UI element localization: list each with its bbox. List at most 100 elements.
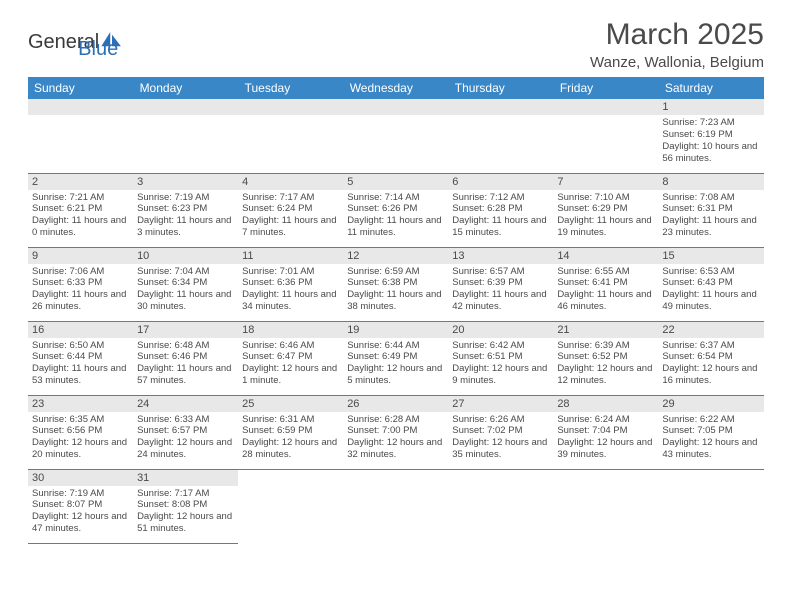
daylight-text: Daylight: 11 hours and 46 minutes. [557,289,654,313]
sunrise-text: Sunrise: 7:17 AM [137,488,234,500]
day-details: Sunrise: 6:28 AMSunset: 7:00 PMDaylight:… [343,412,448,466]
header: General Blue March 2025 Wanze, Wallonia,… [28,18,764,71]
calendar-head: SundayMondayTuesdayWednesdayThursdayFrid… [28,77,764,99]
day-number: 29 [658,396,763,412]
daylight-text: Daylight: 12 hours and 5 minutes. [347,363,444,387]
daylight-text: Daylight: 12 hours and 28 minutes. [242,437,339,461]
daylight-text: Daylight: 11 hours and 26 minutes. [32,289,129,313]
day-number: 15 [658,248,763,264]
logo: General Blue [28,24,118,61]
calendar-cell: 23Sunrise: 6:35 AMSunset: 6:56 PMDayligh… [28,395,133,469]
calendar-cell: 15Sunrise: 6:53 AMSunset: 6:43 PMDayligh… [658,247,763,321]
sunrise-text: Sunrise: 6:26 AM [452,414,549,426]
calendar-cell: 3Sunrise: 7:19 AMSunset: 6:23 PMDaylight… [133,173,238,247]
calendar-cell: 21Sunrise: 6:39 AMSunset: 6:52 PMDayligh… [553,321,658,395]
sunrise-text: Sunrise: 6:44 AM [347,340,444,352]
sunset-text: Sunset: 6:31 PM [662,203,759,215]
calendar-cell: 22Sunrise: 6:37 AMSunset: 6:54 PMDayligh… [658,321,763,395]
day-number [28,99,133,115]
day-number [343,99,448,115]
calendar-page: General Blue March 2025 Wanze, Wallonia,… [0,0,792,554]
day-number: 10 [133,248,238,264]
calendar-cell [133,99,238,173]
day-details: Sunrise: 6:57 AMSunset: 6:39 PMDaylight:… [448,264,553,318]
daylight-text: Daylight: 11 hours and 19 minutes. [557,215,654,239]
calendar-row: 23Sunrise: 6:35 AMSunset: 6:56 PMDayligh… [28,395,764,469]
day-details: Sunrise: 6:44 AMSunset: 6:49 PMDaylight:… [343,338,448,392]
sunrise-text: Sunrise: 6:55 AM [557,266,654,278]
day-number: 21 [553,322,658,338]
day-number: 25 [238,396,343,412]
calendar-cell: 1Sunrise: 7:23 AMSunset: 6:19 PMDaylight… [658,99,763,173]
calendar-cell: 7Sunrise: 7:10 AMSunset: 6:29 PMDaylight… [553,173,658,247]
sunrise-text: Sunrise: 6:37 AM [662,340,759,352]
sunrise-text: Sunrise: 7:19 AM [32,488,129,500]
day-details: Sunrise: 6:50 AMSunset: 6:44 PMDaylight:… [28,338,133,392]
calendar-cell: 9Sunrise: 7:06 AMSunset: 6:33 PMDaylight… [28,247,133,321]
calendar-cell: 2Sunrise: 7:21 AMSunset: 6:21 PMDaylight… [28,173,133,247]
sunset-text: Sunset: 6:41 PM [557,277,654,289]
day-details: Sunrise: 7:17 AMSunset: 6:24 PMDaylight:… [238,190,343,244]
daylight-text: Daylight: 12 hours and 43 minutes. [662,437,759,461]
location: Wanze, Wallonia, Belgium [590,54,764,71]
calendar-cell [553,469,658,543]
calendar-cell: 12Sunrise: 6:59 AMSunset: 6:38 PMDayligh… [343,247,448,321]
day-number: 13 [448,248,553,264]
calendar-cell: 10Sunrise: 7:04 AMSunset: 6:34 PMDayligh… [133,247,238,321]
daylight-text: Daylight: 11 hours and 3 minutes. [137,215,234,239]
sunrise-text: Sunrise: 6:42 AM [452,340,549,352]
sunset-text: Sunset: 6:59 PM [242,425,339,437]
daylight-text: Daylight: 11 hours and 7 minutes. [242,215,339,239]
calendar-cell: 20Sunrise: 6:42 AMSunset: 6:51 PMDayligh… [448,321,553,395]
sunrise-text: Sunrise: 6:35 AM [32,414,129,426]
sunrise-text: Sunrise: 6:22 AM [662,414,759,426]
sunrise-text: Sunrise: 6:48 AM [137,340,234,352]
sunrise-text: Sunrise: 6:53 AM [662,266,759,278]
day-number: 28 [553,396,658,412]
calendar-cell: 17Sunrise: 6:48 AMSunset: 6:46 PMDayligh… [133,321,238,395]
sunrise-text: Sunrise: 6:28 AM [347,414,444,426]
day-number: 26 [343,396,448,412]
day-details: Sunrise: 7:14 AMSunset: 6:26 PMDaylight:… [343,190,448,244]
sunrise-text: Sunrise: 6:39 AM [557,340,654,352]
sunset-text: Sunset: 6:26 PM [347,203,444,215]
calendar-cell: 6Sunrise: 7:12 AMSunset: 6:28 PMDaylight… [448,173,553,247]
sunrise-text: Sunrise: 7:01 AM [242,266,339,278]
logo-blue: Blue [78,38,118,60]
daylight-text: Daylight: 12 hours and 9 minutes. [452,363,549,387]
day-details: Sunrise: 6:46 AMSunset: 6:47 PMDaylight:… [238,338,343,392]
day-number [658,470,763,486]
calendar-row: 30Sunrise: 7:19 AMSunset: 8:07 PMDayligh… [28,469,764,543]
calendar-cell [343,99,448,173]
day-number: 14 [553,248,658,264]
sunset-text: Sunset: 6:46 PM [137,351,234,363]
day-number: 8 [658,174,763,190]
day-details: Sunrise: 7:06 AMSunset: 6:33 PMDaylight:… [28,264,133,318]
daylight-text: Daylight: 12 hours and 32 minutes. [347,437,444,461]
day-number: 24 [133,396,238,412]
weekday-header: Tuesday [238,77,343,99]
sunset-text: Sunset: 6:47 PM [242,351,339,363]
day-details: Sunrise: 6:39 AMSunset: 6:52 PMDaylight:… [553,338,658,392]
calendar-cell: 27Sunrise: 6:26 AMSunset: 7:02 PMDayligh… [448,395,553,469]
calendar-cell: 11Sunrise: 7:01 AMSunset: 6:36 PMDayligh… [238,247,343,321]
day-details: Sunrise: 6:55 AMSunset: 6:41 PMDaylight:… [553,264,658,318]
sunset-text: Sunset: 6:29 PM [557,203,654,215]
day-number [343,470,448,486]
day-number: 16 [28,322,133,338]
day-details: Sunrise: 7:19 AMSunset: 6:23 PMDaylight:… [133,190,238,244]
calendar-cell: 4Sunrise: 7:17 AMSunset: 6:24 PMDaylight… [238,173,343,247]
calendar-cell: 28Sunrise: 6:24 AMSunset: 7:04 PMDayligh… [553,395,658,469]
daylight-text: Daylight: 11 hours and 34 minutes. [242,289,339,313]
calendar-cell: 19Sunrise: 6:44 AMSunset: 6:49 PMDayligh… [343,321,448,395]
day-number: 31 [133,470,238,486]
calendar-body: 1Sunrise: 7:23 AMSunset: 6:19 PMDaylight… [28,99,764,543]
calendar-table: SundayMondayTuesdayWednesdayThursdayFrid… [28,77,764,544]
daylight-text: Daylight: 12 hours and 24 minutes. [137,437,234,461]
day-details: Sunrise: 7:17 AMSunset: 8:08 PMDaylight:… [133,486,238,540]
day-number: 17 [133,322,238,338]
sunrise-text: Sunrise: 6:31 AM [242,414,339,426]
daylight-text: Daylight: 11 hours and 57 minutes. [137,363,234,387]
day-details: Sunrise: 6:48 AMSunset: 6:46 PMDaylight:… [133,338,238,392]
calendar-cell: 29Sunrise: 6:22 AMSunset: 7:05 PMDayligh… [658,395,763,469]
